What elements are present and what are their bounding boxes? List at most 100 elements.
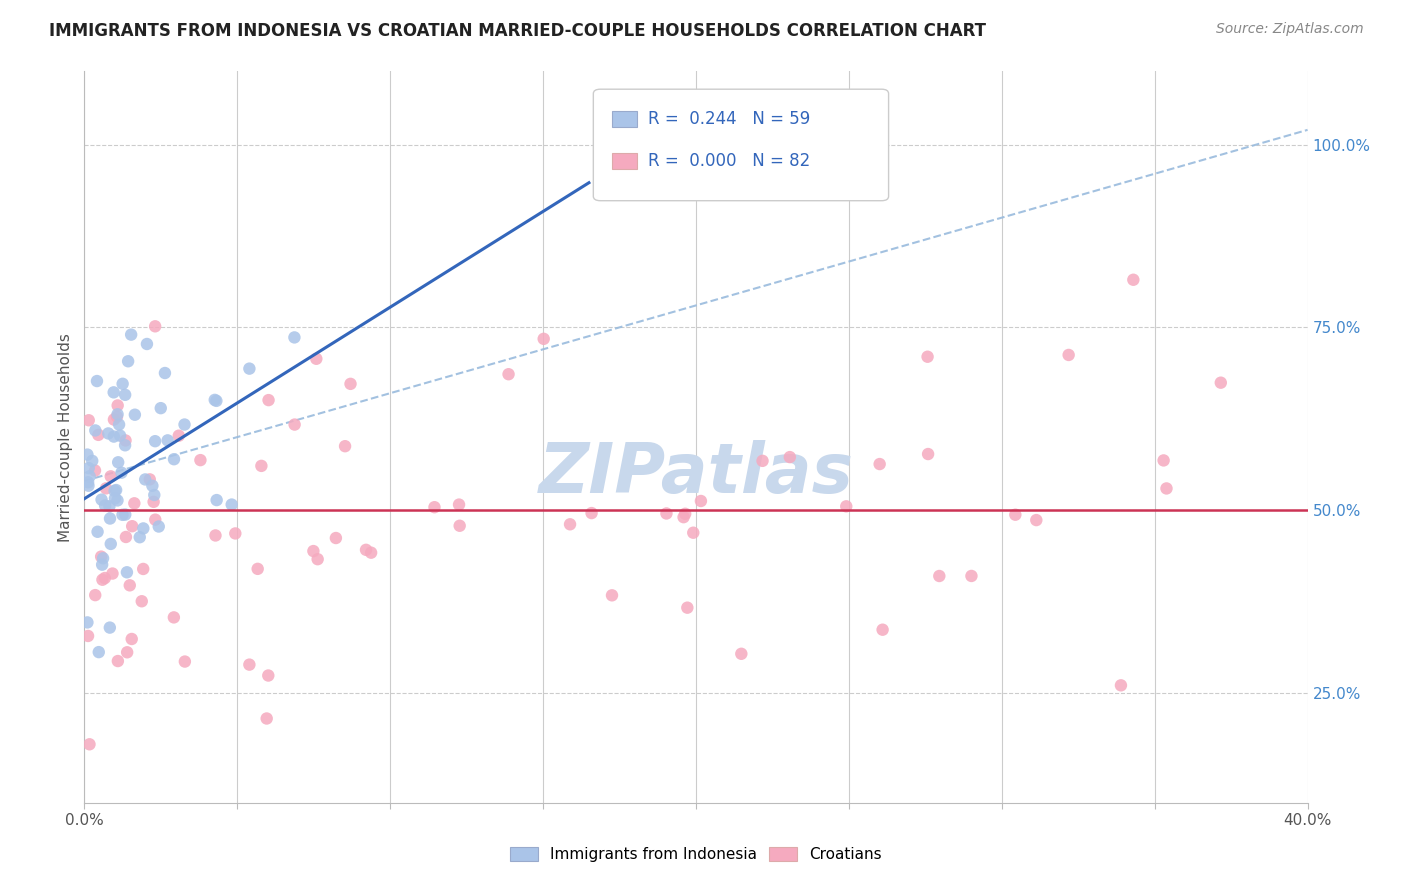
Point <box>77 629 100 643</box>
Point <box>257 668 280 682</box>
Point <box>423 500 446 515</box>
Point <box>115 530 138 544</box>
Point <box>114 434 136 448</box>
Point <box>103 385 125 400</box>
Point <box>917 350 939 364</box>
Point <box>136 337 159 351</box>
Point <box>143 513 166 527</box>
Point <box>600 588 623 602</box>
Point <box>84 424 107 438</box>
Point <box>90 492 112 507</box>
Point <box>91 573 114 587</box>
Point <box>872 623 894 637</box>
Point <box>139 472 162 486</box>
Point <box>141 479 163 493</box>
Point <box>1156 482 1178 496</box>
Point <box>143 434 166 449</box>
Point <box>128 530 150 544</box>
Point <box>118 578 141 592</box>
Point <box>87 645 110 659</box>
Point <box>98 500 121 514</box>
Point <box>76 448 98 462</box>
Point <box>77 461 100 475</box>
Point <box>79 737 101 751</box>
Point <box>238 657 260 672</box>
Point <box>149 401 172 416</box>
Point <box>103 483 125 498</box>
Point <box>107 399 129 413</box>
Point <box>1025 513 1047 527</box>
Point <box>77 475 100 490</box>
Point <box>256 711 278 725</box>
Y-axis label: Married-couple Households: Married-couple Households <box>58 333 73 541</box>
Text: ZIPatlas: ZIPatlas <box>538 440 853 508</box>
Point <box>77 413 100 427</box>
Point <box>100 537 122 551</box>
Point <box>84 588 107 602</box>
Point <box>173 655 195 669</box>
Point <box>257 393 280 408</box>
Point <box>143 488 166 502</box>
Point <box>305 351 328 366</box>
Point <box>97 426 120 441</box>
Point <box>250 458 273 473</box>
Point <box>124 496 146 510</box>
Point <box>121 519 143 533</box>
Point <box>307 552 329 566</box>
Point <box>238 361 260 376</box>
Text: Source: ZipAtlas.com: Source: ZipAtlas.com <box>1216 22 1364 37</box>
Point <box>224 526 246 541</box>
Point <box>156 434 179 448</box>
Point <box>120 327 142 342</box>
Point <box>103 412 125 426</box>
Point <box>283 330 305 344</box>
Point <box>107 654 129 668</box>
Point <box>498 368 520 382</box>
Point <box>682 525 704 540</box>
Point <box>107 407 129 421</box>
Point <box>131 594 153 608</box>
Point <box>107 493 129 508</box>
Point <box>94 481 117 495</box>
Point <box>103 429 125 443</box>
Point <box>134 472 156 486</box>
Point <box>205 393 228 408</box>
Point <box>1057 348 1080 362</box>
Point <box>869 457 891 471</box>
Point <box>111 508 134 522</box>
Point <box>690 494 713 508</box>
Point <box>302 544 325 558</box>
Point <box>917 447 939 461</box>
Point <box>1004 508 1026 522</box>
Point <box>205 493 228 508</box>
Point <box>142 495 165 509</box>
Point <box>114 438 136 452</box>
Point <box>101 566 124 581</box>
Point <box>928 569 950 583</box>
Point <box>835 500 858 514</box>
Point <box>449 518 471 533</box>
Point <box>221 498 243 512</box>
Point <box>115 645 138 659</box>
Point <box>204 528 226 542</box>
Point <box>354 542 377 557</box>
Point <box>581 506 603 520</box>
Point <box>779 450 801 464</box>
Point <box>730 647 752 661</box>
Point <box>100 469 122 483</box>
Point <box>82 454 104 468</box>
Point <box>655 507 678 521</box>
Point <box>1209 376 1232 390</box>
Point <box>104 491 127 506</box>
Point <box>558 517 581 532</box>
Point <box>1153 453 1175 467</box>
Point <box>163 610 186 624</box>
Point <box>143 319 166 334</box>
Point <box>148 519 170 533</box>
Point <box>1122 273 1144 287</box>
Point <box>84 463 107 477</box>
Point <box>79 469 101 483</box>
Point <box>132 521 155 535</box>
Point <box>124 408 146 422</box>
Point <box>98 511 121 525</box>
